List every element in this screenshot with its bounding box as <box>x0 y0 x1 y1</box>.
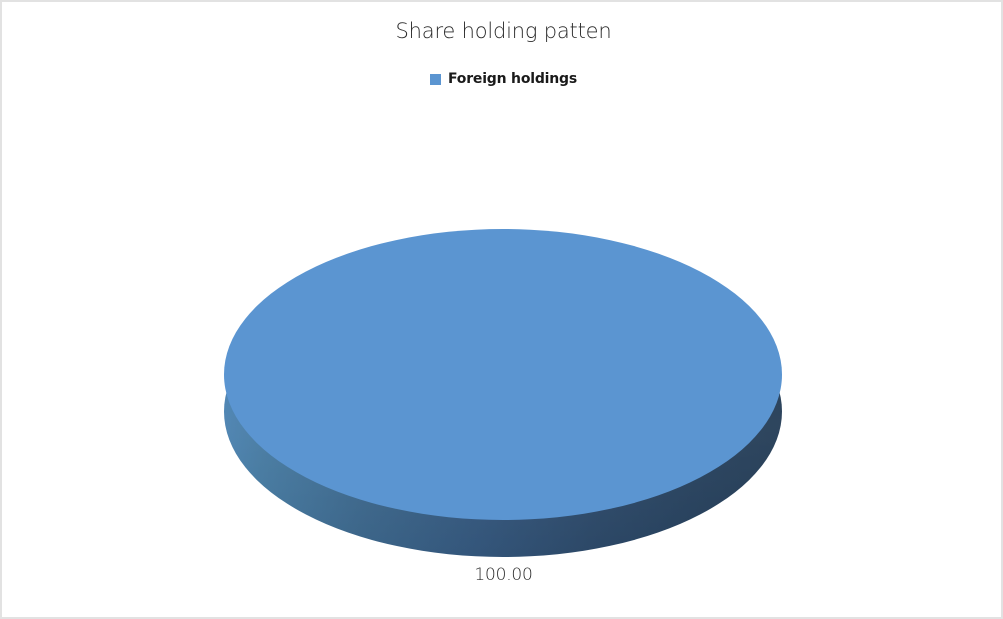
chart-title: Share holding patten <box>395 19 612 43</box>
pie-chart-3d <box>224 229 782 557</box>
pie-data-label-foreign-holdings: 100.00 <box>474 565 533 585</box>
legend-item-foreign-holdings[interactable]: Foreign holdings <box>428 70 579 88</box>
legend-item-label: Foreign holdings <box>447 71 577 87</box>
chart-legend: Foreign holdings <box>2 70 1001 88</box>
pie-slice-foreign-holdings[interactable] <box>224 229 782 520</box>
plot-area <box>2 102 1001 602</box>
legend-color-swatch-icon <box>429 73 441 85</box>
